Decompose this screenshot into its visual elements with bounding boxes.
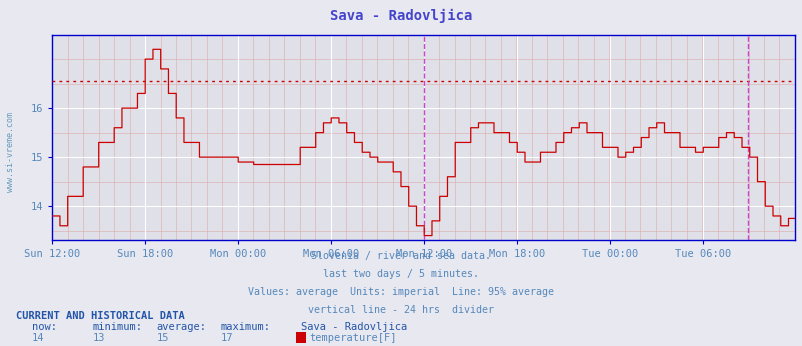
- Text: www.si-vreme.com: www.si-vreme.com: [6, 112, 15, 192]
- Text: now:: now:: [32, 322, 57, 333]
- Text: Sava - Radovljica: Sava - Radovljica: [301, 322, 407, 333]
- Text: 17: 17: [221, 333, 233, 343]
- Text: Values: average  Units: imperial  Line: 95% average: Values: average Units: imperial Line: 95…: [248, 287, 554, 297]
- Text: maximum:: maximum:: [221, 322, 270, 333]
- Text: vertical line - 24 hrs  divider: vertical line - 24 hrs divider: [308, 305, 494, 315]
- Text: CURRENT AND HISTORICAL DATA: CURRENT AND HISTORICAL DATA: [16, 311, 184, 321]
- Text: temperature[F]: temperature[F]: [309, 333, 396, 343]
- Text: Slovenia / river and sea data.: Slovenia / river and sea data.: [311, 251, 491, 261]
- Text: 14: 14: [32, 333, 45, 343]
- Text: average:: average:: [156, 322, 206, 333]
- Text: minimum:: minimum:: [92, 322, 142, 333]
- Text: 13: 13: [92, 333, 105, 343]
- Text: last two days / 5 minutes.: last two days / 5 minutes.: [323, 269, 479, 279]
- Text: Sava - Radovljica: Sava - Radovljica: [330, 9, 472, 23]
- Text: 15: 15: [156, 333, 169, 343]
